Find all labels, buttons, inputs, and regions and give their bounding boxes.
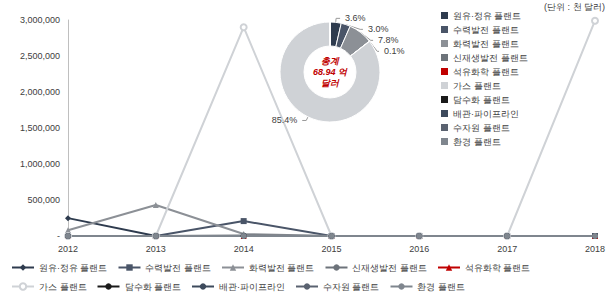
svg-text:2,000,000: 2,000,000 [20,87,60,97]
svg-text:2017: 2017 [497,244,517,254]
svg-text:수력발전 플랜트: 수력발전 플랜트 [145,263,211,273]
svg-text:2012: 2012 [58,244,78,254]
svg-text:2013: 2013 [146,244,166,254]
svg-text:3.6%: 3.6% [345,13,366,23]
svg-text:화력발전 플랜트: 화력발전 플랜트 [249,263,315,273]
svg-text:3.0%: 3.0% [368,24,389,34]
svg-text:원유·정유 플랜트: 원유·정유 플랜트 [39,263,108,273]
svg-text:총계: 총계 [321,56,340,66]
svg-text:수력발전 플랜트: 수력발전 플랜트 [453,25,519,35]
svg-text:1,000,000: 1,000,000 [20,159,60,169]
svg-text:-: - [57,231,60,241]
svg-text:가스 플랜트: 가스 플랜트 [39,282,87,292]
svg-text:68.94 억: 68.94 억 [313,67,348,77]
svg-text:2015: 2015 [321,244,341,254]
svg-text:배관·파이프라인: 배관·파이프라인 [453,109,519,119]
svg-text:2018: 2018 [585,244,605,254]
svg-text:신재생발전 플랜트: 신재생발전 플랜트 [453,53,528,63]
svg-text:1,500,000: 1,500,000 [20,123,60,133]
svg-text:3,000,000: 3,000,000 [20,15,60,25]
svg-text:수자원 플랜트: 수자원 플랜트 [453,123,510,133]
svg-text:85.4%: 85.4% [272,115,298,125]
svg-text:석유화학 플랜트: 석유화학 플랜트 [453,67,519,77]
svg-text:500,000: 500,000 [27,195,60,205]
svg-text:환경 플랜트: 환경 플랜트 [453,137,501,147]
svg-text:7.8%: 7.8% [378,35,399,45]
svg-text:신재생발전 플랜트: 신재생발전 플랜트 [352,263,427,273]
svg-text:2014: 2014 [234,244,254,254]
svg-text:달러: 달러 [321,78,340,88]
svg-text:석유화학 플랜트: 석유화학 플랜트 [465,263,531,273]
svg-text:원유·정유 플랜트: 원유·정유 플랜트 [453,11,522,21]
svg-text:화력발전 플랜트: 화력발전 플랜트 [453,39,519,49]
svg-text:환경 플랜트: 환경 플랜트 [417,282,465,292]
svg-text:(단위 : 천 달러): (단위 : 천 달러) [544,2,605,12]
svg-text:2016: 2016 [409,244,429,254]
svg-text:2,500,000: 2,500,000 [20,51,60,61]
svg-text:수자원 플랜트: 수자원 플랜트 [323,282,380,292]
svg-text:담수화 플랜트: 담수화 플랜트 [453,95,510,105]
svg-text:담수화 플랜트: 담수화 플랜트 [125,282,182,292]
svg-text:배관·파이프라인: 배관·파이프라인 [219,282,285,292]
svg-text:가스 플랜트: 가스 플랜트 [453,81,501,91]
svg-text:0.1%: 0.1% [384,46,405,56]
